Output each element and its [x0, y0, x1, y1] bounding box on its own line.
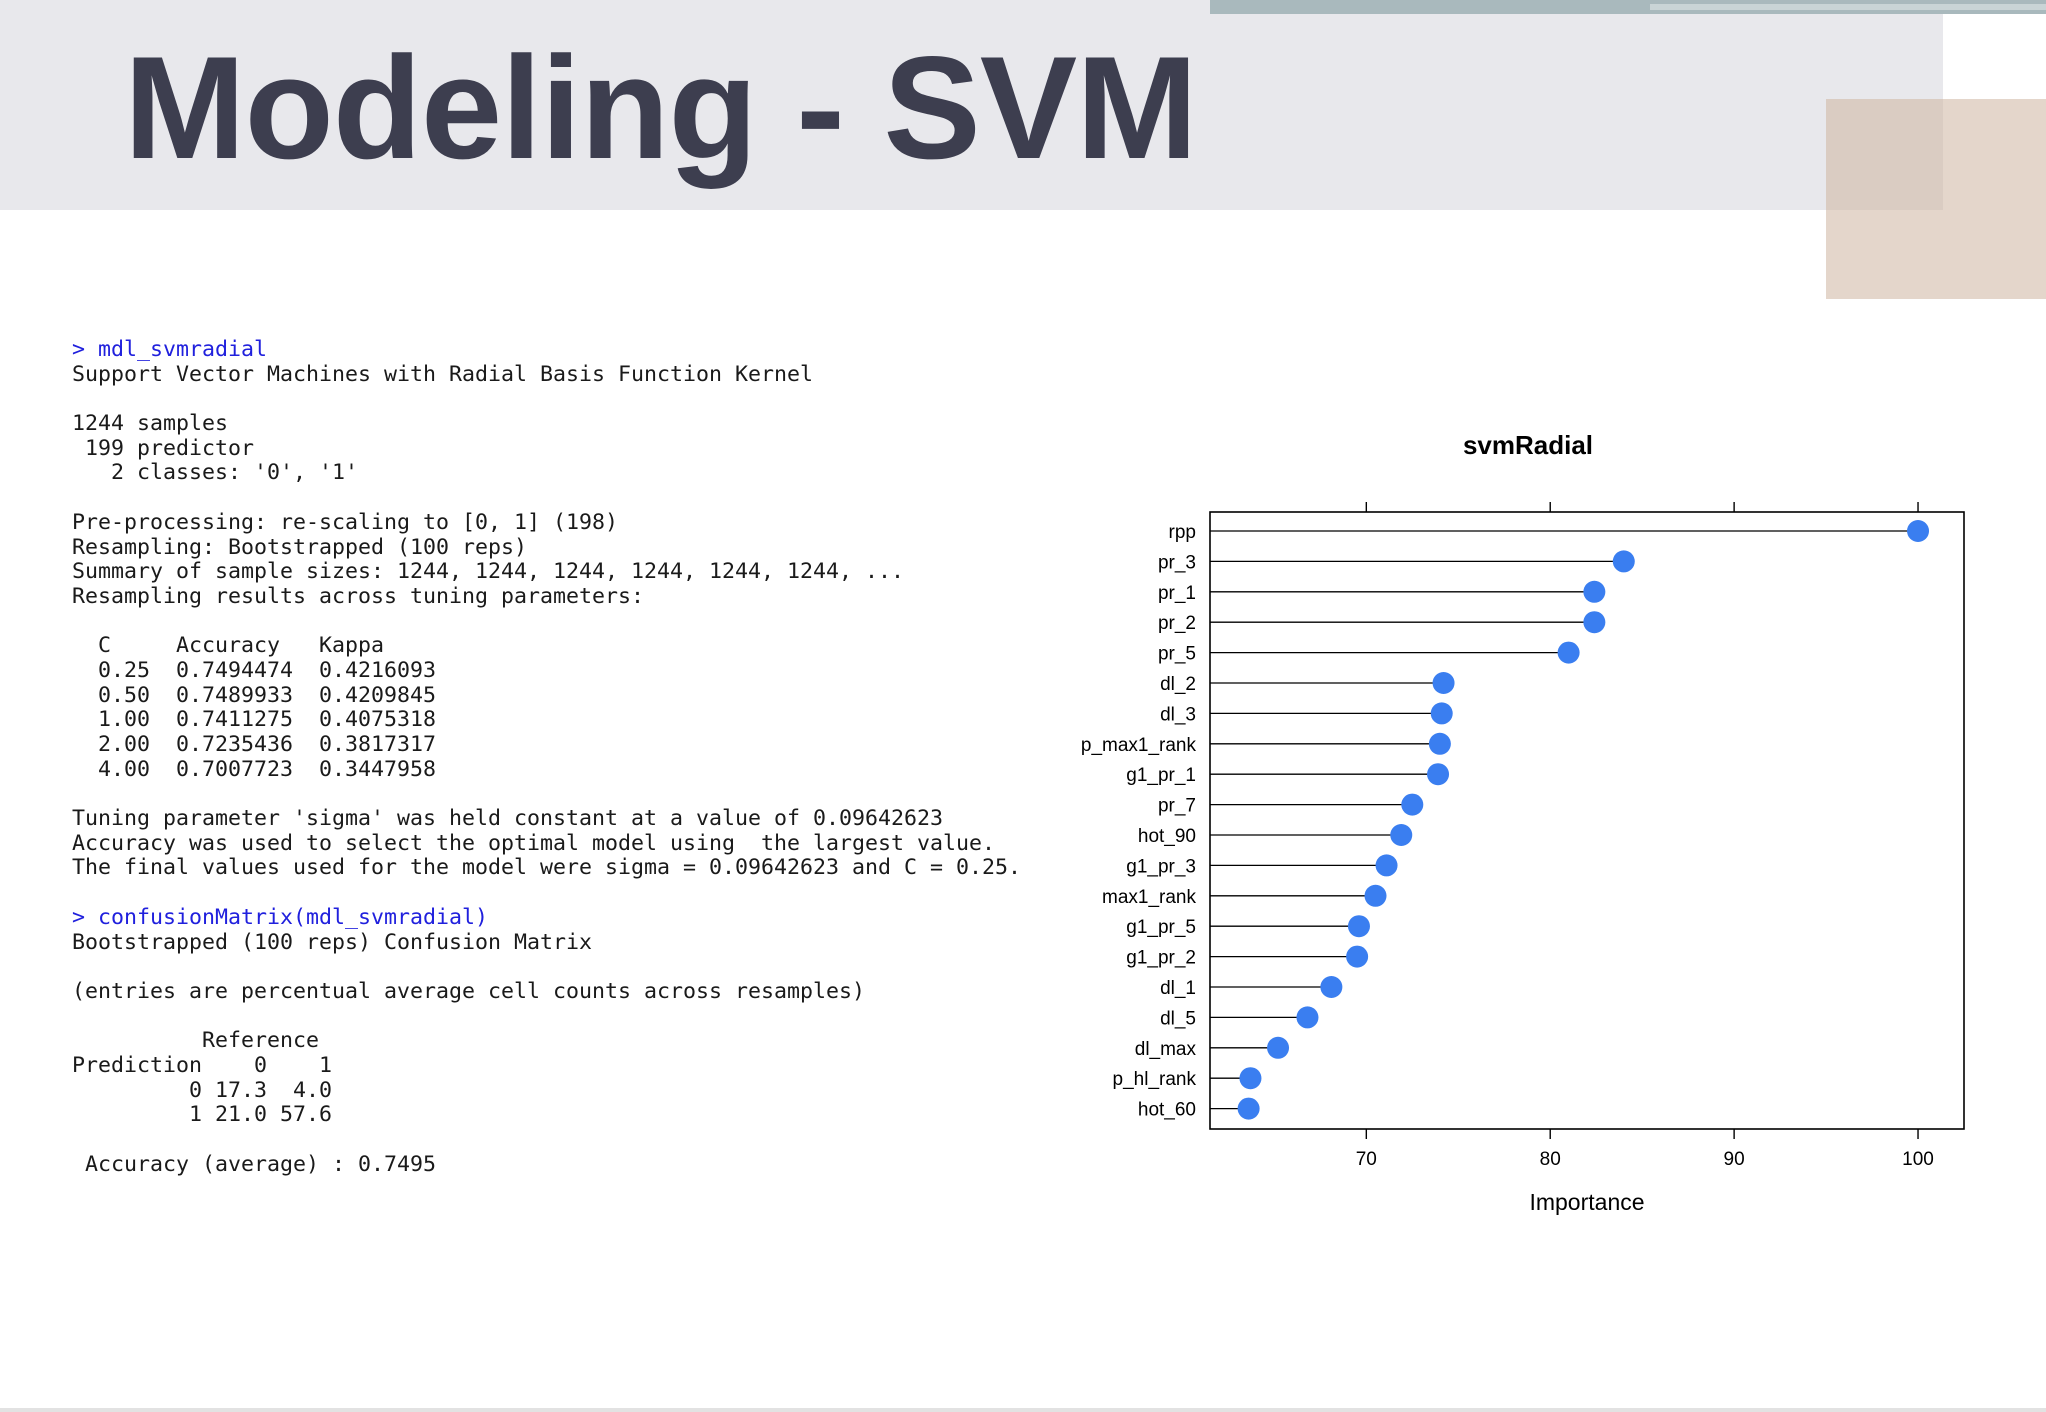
console-command-line: > confusionMatrix(mdl_svmradial): [72, 904, 489, 930]
data-point: [1430, 702, 1453, 725]
category-label: pr_3: [1158, 552, 1196, 573]
console-output-line: C Accuracy Kappa: [72, 633, 385, 659]
x-ticks-group: 70 80 90 100: [1356, 502, 1934, 1170]
data-point: [1347, 915, 1370, 938]
console-output-line: The final values used for the model were…: [72, 855, 1022, 881]
console-output-line: Reference: [72, 1028, 320, 1054]
category-label: pr_2: [1158, 613, 1196, 634]
data-point: [1296, 1006, 1319, 1029]
data-point: [1320, 976, 1343, 998]
console-output-line: 0.50 0.7489933 0.4209845: [72, 682, 437, 708]
category-label: p_hl_rank: [1113, 1069, 1197, 1090]
category-label: dl_5: [1160, 1008, 1196, 1029]
console-output-line: 2.00 0.7235436 0.3817317: [72, 732, 437, 757]
data-point: [1583, 611, 1606, 634]
category-label: g1_pr_1: [1126, 765, 1196, 786]
category-labels-group: rpp pr_3 pr_1 pr_2 pr_5 dl_2 dl_3 p_max1_rank g1…: [1081, 522, 1197, 1121]
data-point: [1583, 580, 1606, 603]
console-output-line: 1244 samples: [72, 411, 229, 437]
console-output-line: 0.25 0.7494474 0.4216093: [72, 657, 437, 683]
console-output-line: 4.00 0.7007723 0.3447958: [72, 756, 437, 782]
console-command-line: > mdl_svmradial: [72, 337, 268, 362]
console-output-line: Accuracy (average) : 0.7495: [72, 1151, 437, 1177]
x-tick-label: 80: [1540, 1149, 1561, 1170]
category-label: g1_pr_3: [1126, 856, 1196, 877]
data-point: [1237, 1097, 1260, 1120]
data-point: [1427, 763, 1450, 786]
console-output-line: Prediction 0 1: [72, 1052, 333, 1078]
category-label: p_max1_rank: [1081, 735, 1197, 756]
decorative-top-bar-light: [1650, 4, 2046, 10]
category-label: dl_1: [1160, 978, 1196, 999]
console-output-line: Pre-processing: re-scaling to [0, 1] (19…: [72, 509, 619, 535]
stems-group: [1210, 530, 1919, 1110]
data-point: [1364, 884, 1387, 907]
data-point: [1432, 672, 1455, 694]
data-point: [1612, 550, 1635, 573]
chart-title: svmRadial: [1463, 430, 1593, 460]
console-output-line: Resampling results across tuning paramet…: [72, 583, 645, 609]
category-label: pr_1: [1158, 583, 1196, 604]
category-label: dl_2: [1160, 674, 1196, 695]
console-output-line: [72, 610, 1092, 635]
points-group: [1237, 520, 1930, 1120]
console-output-line: Support Vector Machines with Radial Basi…: [72, 361, 814, 387]
variable-importance-chart: svmRadial rpp pr_3 pr_1 pr_2 pr_5 dl_2 dl_3 p_m…: [1081, 430, 1965, 1215]
category-label: pr_5: [1158, 644, 1196, 665]
console-output-line: 1 21.0 57.6: [72, 1102, 333, 1128]
console-output-line: Tuning parameter 'sigma' was held consta…: [72, 806, 944, 832]
console-output-line: Summary of sample sizes: 1244, 1244, 124…: [72, 559, 905, 585]
title-band: [0, 0, 1943, 210]
decorative-square: [1826, 99, 2046, 299]
console-output-line: [72, 1128, 1092, 1153]
data-point: [1401, 793, 1424, 816]
data-point: [1375, 854, 1398, 877]
category-label: pr_7: [1158, 796, 1196, 817]
console-output-line: 199 predictor: [72, 435, 255, 461]
console-output-line: [72, 955, 1092, 980]
data-point: [1557, 641, 1580, 664]
category-label: dl_3: [1160, 704, 1196, 725]
data-point: [1390, 824, 1413, 846]
console-output-line: Accuracy was used to select the optimal …: [72, 830, 996, 856]
console-output-line: [72, 387, 1092, 412]
category-label: hot_60: [1138, 1100, 1196, 1121]
x-tick-label: 70: [1356, 1149, 1377, 1170]
x-tick-label: 100: [1902, 1149, 1934, 1170]
console-output-line: [72, 881, 1092, 906]
category-label: g1_pr_5: [1126, 917, 1196, 938]
category-label: rpp: [1169, 522, 1196, 543]
category-label: max1_rank: [1102, 887, 1196, 908]
console-output-line: 1.00 0.7411275 0.4075318: [72, 707, 437, 733]
console-output-line: Resampling: Bootstrapped (100 reps): [72, 534, 528, 560]
console-output-line: 2 classes: '0', '1': [72, 460, 359, 486]
plot-frame: [1209, 511, 1965, 1130]
data-point: [1907, 520, 1930, 542]
console-output-line: [72, 1005, 1092, 1030]
r-console-output: > mdl_svmradial Support Vector Machines w…: [72, 337, 1092, 1177]
footer-line: [0, 1408, 2046, 1412]
x-tick-label: 90: [1724, 1149, 1745, 1170]
x-axis-label: Importance: [1529, 1189, 1644, 1215]
console-output-line: (entries are percentual average cell cou…: [72, 978, 866, 1004]
data-point: [1346, 945, 1369, 968]
console-output-line: [72, 782, 1092, 807]
console-output-line: [72, 486, 1092, 511]
slide-title: Modeling - SVM: [124, 26, 1198, 189]
console-output-line: 0 17.3 4.0: [72, 1077, 333, 1103]
data-point: [1428, 732, 1451, 755]
data-point: [1267, 1036, 1290, 1059]
data-point: [1239, 1067, 1262, 1090]
category-label: hot_90: [1138, 826, 1196, 847]
category-label: g1_pr_2: [1126, 948, 1196, 969]
console-output-line: Bootstrapped (100 reps) Confusion Matrix: [72, 929, 593, 955]
category-label: dl_max: [1135, 1039, 1197, 1060]
decorative-top-bar: [1210, 0, 2046, 14]
